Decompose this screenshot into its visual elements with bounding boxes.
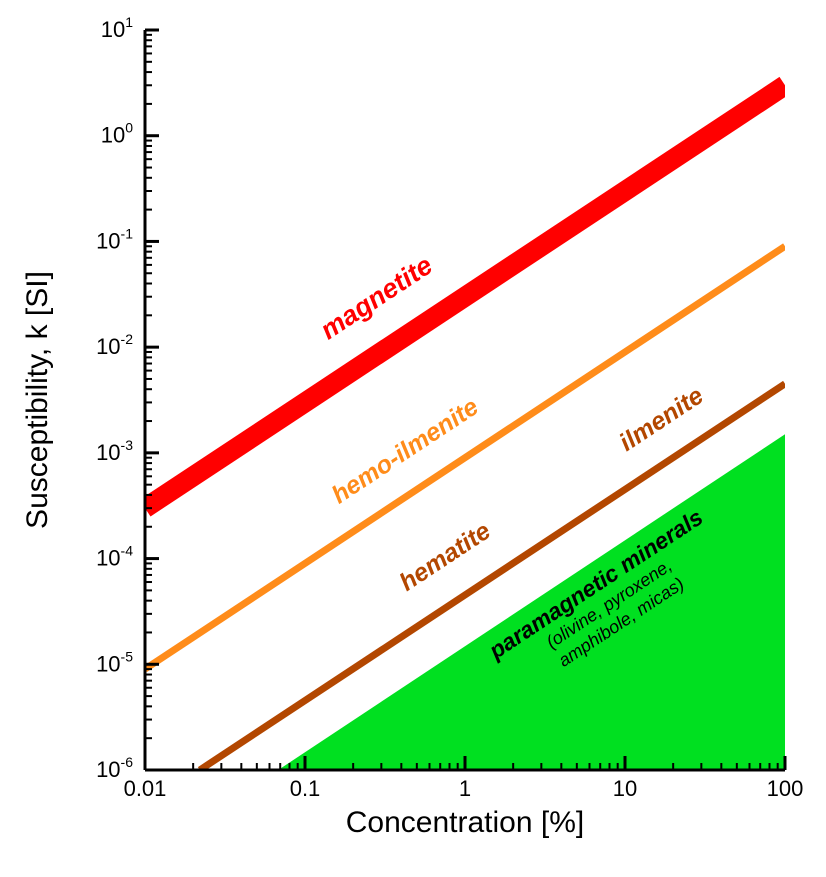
y-axis-label: Susceptibility, k [SI] (21, 271, 54, 529)
x-axis-label: Concentration [%] (346, 806, 584, 839)
x-tick-label: 0.01 (124, 776, 167, 801)
x-tick-label: 0.1 (290, 776, 321, 801)
x-tick-label: 1 (459, 776, 471, 801)
x-tick-label: 10 (613, 776, 637, 801)
x-tick-label: 100 (767, 776, 804, 801)
susceptibility-chart: magnetitehemo-ilmeniteilmenitehematitepa… (0, 0, 826, 877)
